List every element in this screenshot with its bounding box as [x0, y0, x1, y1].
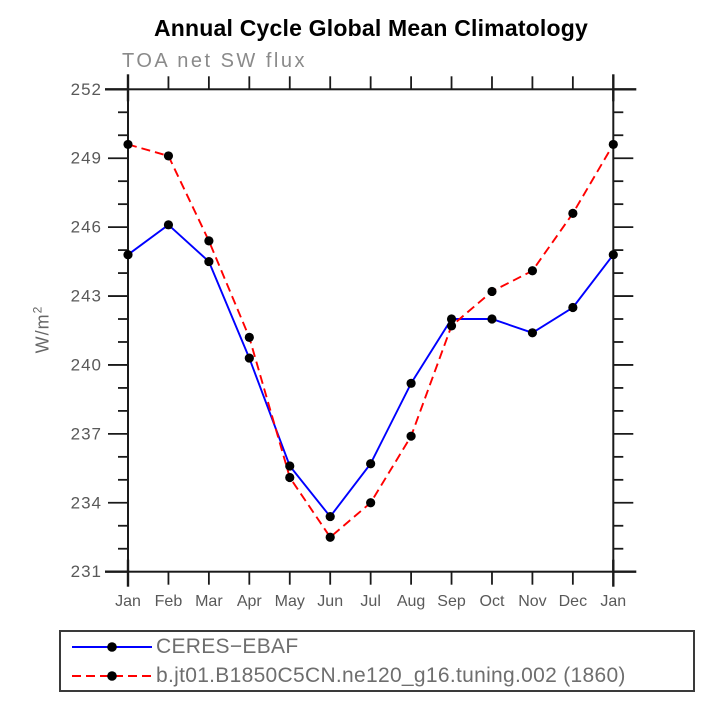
- svg-text:240: 240: [71, 355, 102, 374]
- y-axis-label: W/m2: [31, 270, 54, 390]
- legend-item-ceres: CERES−EBAF: [70, 633, 693, 661]
- svg-text:Jan: Jan: [600, 593, 626, 610]
- svg-text:Feb: Feb: [155, 593, 183, 610]
- svg-text:Dec: Dec: [559, 593, 587, 610]
- svg-text:252: 252: [71, 80, 102, 99]
- svg-text:Jun: Jun: [317, 593, 343, 610]
- svg-text:Jul: Jul: [360, 593, 380, 610]
- legend: CERES−EBAF b.jt01.B1850C5CN.ne120_g16.tu…: [59, 630, 695, 692]
- svg-text:Mar: Mar: [195, 593, 223, 610]
- svg-text:246: 246: [71, 218, 102, 237]
- y-axis-label-text: W/m: [32, 313, 53, 354]
- chart-subtitle: TOA net SW flux: [122, 50, 307, 72]
- legend-label: b.jt01.B1850C5CN.ne120_g16.tuning.002 (1…: [156, 663, 626, 687]
- svg-text:Oct: Oct: [480, 593, 505, 610]
- svg-text:243: 243: [71, 287, 102, 306]
- svg-text:Nov: Nov: [518, 593, 546, 610]
- svg-text:231: 231: [71, 562, 102, 581]
- svg-text:249: 249: [71, 149, 102, 168]
- y-axis-label-exponent: 2: [30, 305, 45, 314]
- svg-text:Sep: Sep: [437, 593, 466, 610]
- svg-text:237: 237: [71, 424, 102, 443]
- legend-label: CERES−EBAF: [156, 634, 299, 658]
- svg-text:Aug: Aug: [397, 593, 425, 610]
- legend-line-dashed-icon: [72, 670, 152, 681]
- legend-line-solid-icon: [72, 641, 152, 652]
- svg-text:234: 234: [71, 493, 102, 512]
- svg-text:Apr: Apr: [237, 593, 263, 610]
- chart-title: Annual Cycle Global Mean Climatology: [153, 15, 589, 41]
- svg-text:Jan: Jan: [115, 593, 141, 610]
- legend-item-model: b.jt01.B1850C5CN.ne120_g16.tuning.002 (1…: [70, 662, 693, 690]
- svg-text:May: May: [275, 593, 305, 610]
